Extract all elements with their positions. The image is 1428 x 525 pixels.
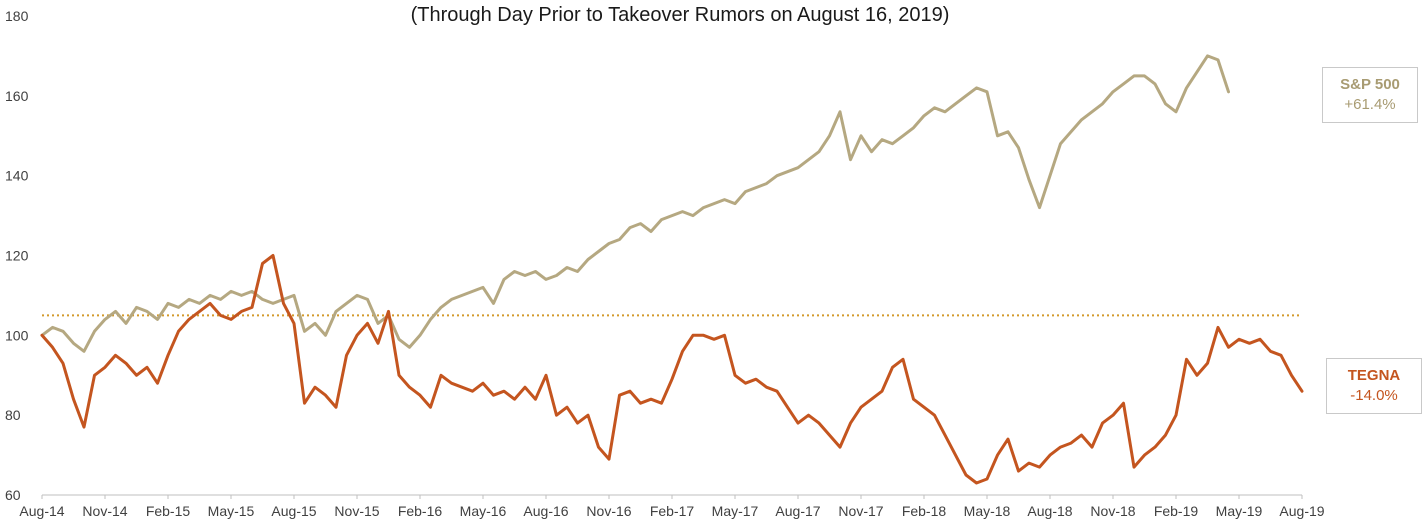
x-tick-label: Nov-16: [586, 503, 631, 519]
x-tick-label: May-16: [460, 503, 507, 519]
y-tick-label: 120: [5, 248, 29, 264]
x-tick-label: Aug-18: [1027, 503, 1072, 519]
x-tick-label: Aug-17: [775, 503, 820, 519]
x-tick-label: Aug-15: [271, 503, 316, 519]
x-tick-label: Aug-14: [19, 503, 64, 519]
x-tick-label: Feb-18: [902, 503, 947, 519]
x-tick-label: Aug-16: [523, 503, 568, 519]
tegna-label-change: -14.0%: [1350, 387, 1398, 404]
y-tick-label: 80: [5, 407, 21, 423]
y-tick-label: 160: [5, 88, 29, 104]
y-tick-label: 100: [5, 327, 29, 343]
x-tick-label: Nov-17: [838, 503, 883, 519]
x-tick-label: May-19: [1216, 503, 1263, 519]
sp500-label-name: S&P 500: [1340, 76, 1400, 93]
series-lines: [40, 54, 1304, 485]
x-tick-label: Nov-14: [82, 503, 127, 519]
sp500-label-box: S&P 500 +61.4%: [1322, 67, 1418, 123]
y-tick-label: 60: [5, 487, 21, 503]
sp500-label-change: +61.4%: [1344, 96, 1396, 113]
tegna-label-name: TEGNA: [1347, 367, 1401, 384]
x-tick-label: Feb-16: [398, 503, 443, 519]
tegna-line: [40, 254, 1304, 485]
x-axis: Aug-14 Nov-14 Feb-15 May-15 Aug-15 Nov-15 Feb-…: [19, 494, 1325, 519]
x-tick-label: Nov-18: [1090, 503, 1135, 519]
x-tick-label: Nov-15: [334, 503, 379, 519]
x-tick-label: May-18: [964, 503, 1011, 519]
y-tick-label: 180: [5, 8, 29, 24]
sp500-line: [40, 54, 1230, 353]
x-tick-label: Feb-15: [146, 503, 191, 519]
tegna-label-box: TEGNA -14.0%: [1326, 358, 1422, 414]
x-tick-label: May-17: [712, 503, 759, 519]
y-axis: 60 80 100 120 140 160 180: [5, 8, 29, 503]
x-tick-label: Feb-17: [650, 503, 695, 519]
chart-subtitle: (Through Day Prior to Takeover Rumors on…: [410, 4, 950, 26]
x-tick-label: May-15: [208, 503, 255, 519]
x-tick-label: Aug-19: [1279, 503, 1324, 519]
x-tick-label: Feb-19: [1154, 503, 1199, 519]
y-tick-label: 140: [5, 168, 29, 184]
